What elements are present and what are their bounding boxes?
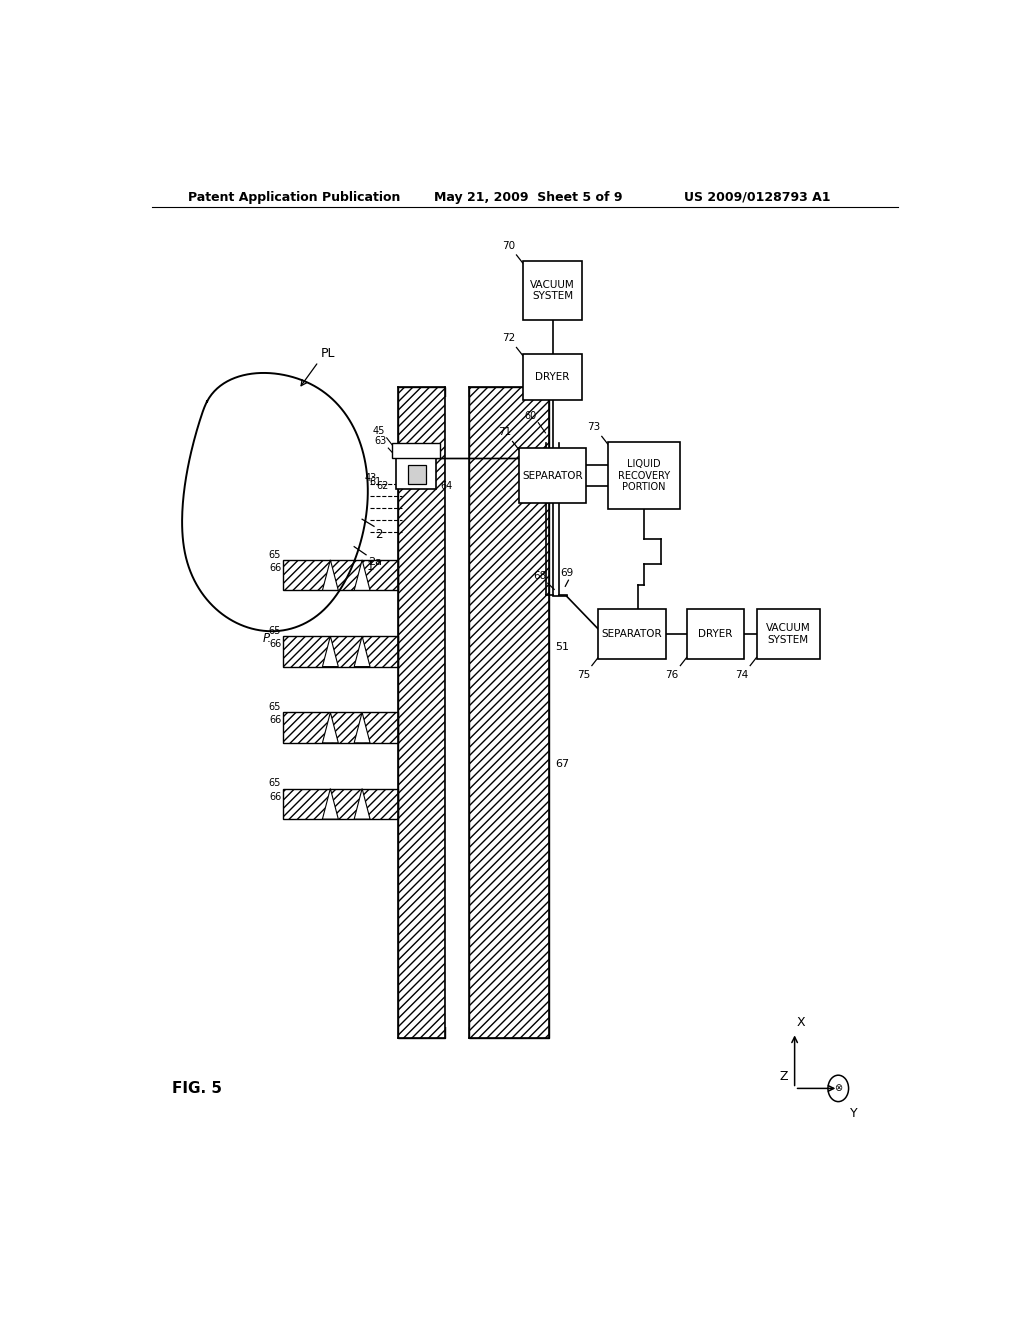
Text: LIQUID
RECOVERY
PORTION: LIQUID RECOVERY PORTION	[617, 459, 670, 492]
Text: 63: 63	[375, 436, 387, 446]
Bar	[397, 387, 445, 1038]
Text: 65: 65	[268, 702, 282, 713]
Bar	[469, 387, 549, 1038]
FancyBboxPatch shape	[523, 261, 583, 319]
Polygon shape	[323, 788, 338, 818]
FancyBboxPatch shape	[687, 609, 743, 660]
Text: SEPARATOR: SEPARATOR	[522, 470, 583, 480]
Text: P.: P.	[263, 632, 272, 644]
Text: SEPARATOR: SEPARATOR	[602, 630, 663, 639]
Text: 67: 67	[555, 759, 569, 770]
Text: 65: 65	[268, 626, 282, 636]
Text: DRYER: DRYER	[536, 372, 569, 381]
Text: 43: 43	[365, 473, 377, 483]
Text: 60: 60	[524, 411, 537, 421]
Polygon shape	[354, 636, 370, 667]
Polygon shape	[323, 713, 338, 743]
Text: DRYER: DRYER	[698, 630, 732, 639]
Text: 2a: 2a	[368, 557, 382, 566]
Text: 68: 68	[532, 572, 546, 581]
FancyBboxPatch shape	[757, 609, 820, 660]
Text: 75: 75	[577, 669, 590, 680]
Text: X: X	[797, 1016, 805, 1030]
Text: 66: 66	[269, 639, 282, 649]
Text: 2: 2	[376, 528, 383, 541]
Text: 65: 65	[268, 779, 282, 788]
Polygon shape	[323, 636, 338, 667]
FancyBboxPatch shape	[523, 354, 583, 400]
Polygon shape	[354, 713, 370, 743]
Text: 66: 66	[269, 715, 282, 726]
Text: 64: 64	[440, 480, 453, 491]
Text: 61: 61	[370, 477, 382, 487]
Text: 71: 71	[498, 428, 511, 437]
Text: 70: 70	[502, 240, 515, 251]
Bar	[283, 636, 397, 667]
Text: ⊗: ⊗	[835, 1084, 843, 1093]
Text: 69: 69	[560, 568, 573, 578]
Text: 51: 51	[555, 643, 569, 652]
Bar	[445, 397, 469, 1027]
Polygon shape	[354, 560, 370, 590]
Text: May 21, 2009  Sheet 5 of 9: May 21, 2009 Sheet 5 of 9	[433, 190, 622, 203]
Text: 72: 72	[502, 334, 515, 343]
FancyBboxPatch shape	[598, 609, 666, 660]
FancyBboxPatch shape	[519, 447, 587, 503]
Text: VACUUM
SYSTEM: VACUUM SYSTEM	[530, 280, 574, 301]
Bar	[283, 713, 397, 743]
Text: Patent Application Publication: Patent Application Publication	[187, 190, 400, 203]
Text: 74: 74	[735, 669, 749, 680]
Text: 76: 76	[666, 669, 679, 680]
Bar	[392, 444, 440, 458]
Text: 66: 66	[269, 564, 282, 573]
Text: 73: 73	[587, 422, 600, 433]
Polygon shape	[323, 560, 338, 590]
Text: 1: 1	[367, 561, 374, 573]
Text: US 2009/0128793 A1: US 2009/0128793 A1	[684, 190, 830, 203]
Text: VACUUM
SYSTEM: VACUUM SYSTEM	[766, 623, 811, 645]
Bar	[283, 788, 397, 818]
Text: 45: 45	[373, 426, 385, 436]
Text: FIG. 5: FIG. 5	[172, 1081, 221, 1096]
Text: Y: Y	[850, 1106, 858, 1119]
Text: 66: 66	[269, 792, 282, 801]
Text: PL: PL	[321, 347, 335, 359]
Text: Z: Z	[779, 1071, 788, 1084]
Text: 65: 65	[268, 550, 282, 560]
Bar	[283, 560, 397, 590]
Bar	[396, 458, 436, 488]
FancyBboxPatch shape	[608, 442, 680, 508]
Bar	[409, 466, 426, 483]
Text: 62: 62	[376, 480, 388, 491]
Polygon shape	[354, 788, 370, 818]
